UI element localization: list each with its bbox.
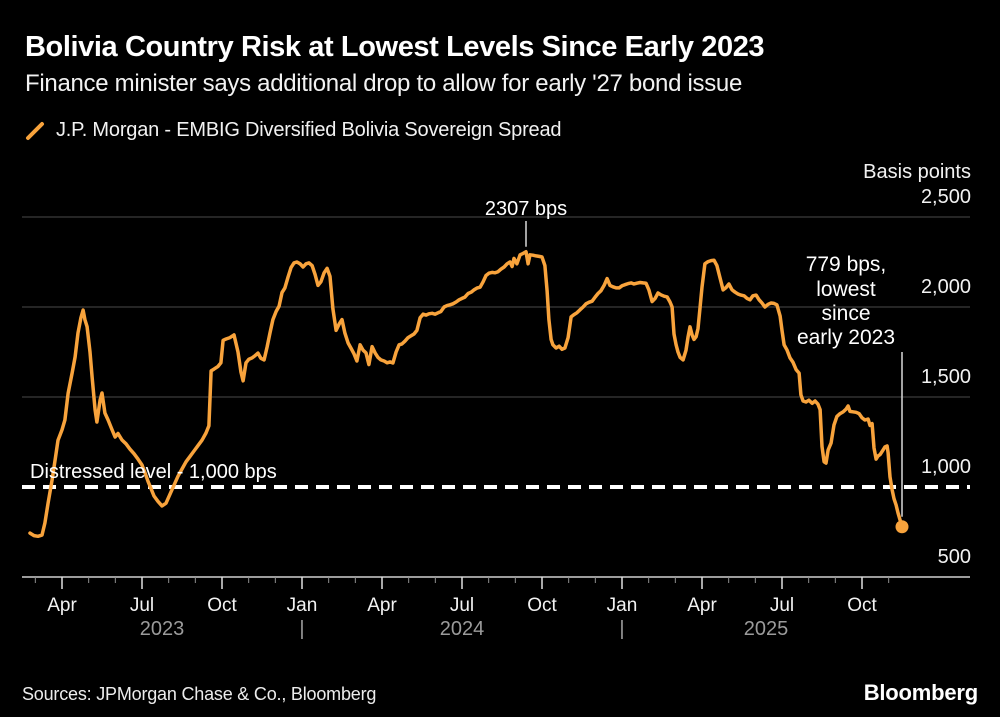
x-tick-label-5: Jul: [450, 595, 474, 616]
chart-subtitle: Finance minister says additional drop to…: [25, 70, 743, 97]
x-axis-year-labels: 2023 2024 2025 | |: [140, 618, 789, 640]
y-tick-label-2000: 2,000: [921, 276, 971, 298]
last-value-label-line-2: since: [821, 302, 870, 325]
sources-note: Sources: JPMorgan Chase & Co., Bloomberg: [22, 684, 377, 704]
legend: J.P. Morgan - EMBIG Diversified Bolivia …: [25, 119, 562, 142]
last-value-label-line-1: lowest: [816, 278, 876, 301]
x-tick-label-0: Apr: [47, 595, 77, 616]
last-value-label-line-3: early 2023: [797, 326, 895, 349]
legend-swatch-icon: [26, 121, 44, 140]
y-axis-labels: 500 1,000 1,500 2,000 2,500 Basis points: [863, 161, 971, 568]
year-label-2023: 2023: [140, 618, 185, 640]
x-tick-label-1: Jul: [130, 595, 154, 616]
year-label-2025: 2025: [744, 618, 789, 640]
legend-label: J.P. Morgan - EMBIG Diversified Bolivia …: [56, 119, 562, 141]
peak-value-label: 2307 bps: [485, 198, 567, 220]
y-tick-label-2500: 2,500: [921, 186, 971, 208]
legend-slash-icon: [26, 121, 44, 140]
x-tick-label-4: Apr: [367, 595, 397, 616]
y-tick-label-500: 500: [938, 546, 971, 568]
gridlines-group: [22, 216, 970, 398]
year-label-2024: 2024: [440, 618, 485, 640]
distressed-level-label: Distressed level - 1,000 bps: [30, 461, 277, 483]
series-line: [28, 249, 904, 539]
x-tick-label-2: Oct: [207, 595, 237, 616]
series-end-dot: [895, 520, 909, 534]
year-divider: |: [299, 618, 304, 640]
x-tick-label-7: Jan: [607, 595, 638, 616]
y-tick-label-1500: 1,500: [921, 366, 971, 388]
bloomberg-logo: Bloomberg: [863, 680, 979, 705]
chart-title: Bolivia Country Risk at Lowest Levels Si…: [25, 31, 765, 63]
last-value-label-line-0: 779 bps,: [806, 253, 887, 276]
year-divider: |: [619, 618, 624, 640]
x-axis-month-labels: Apr Jul Oct Jan Apr Jul Oct Jan Apr Jul Oct: [47, 595, 877, 616]
x-tick-label-8: Apr: [687, 595, 717, 616]
x-axis-ticks: [34, 577, 890, 589]
x-tick-label-3: Jan: [287, 595, 318, 616]
x-tick-label-9: Jul: [770, 595, 794, 616]
y-tick-label-1000: 1,000: [921, 456, 971, 478]
y-axis-unit-label: Basis points: [863, 161, 971, 183]
x-tick-label-10: Oct: [847, 595, 877, 616]
x-tick-label-6: Oct: [527, 595, 557, 616]
